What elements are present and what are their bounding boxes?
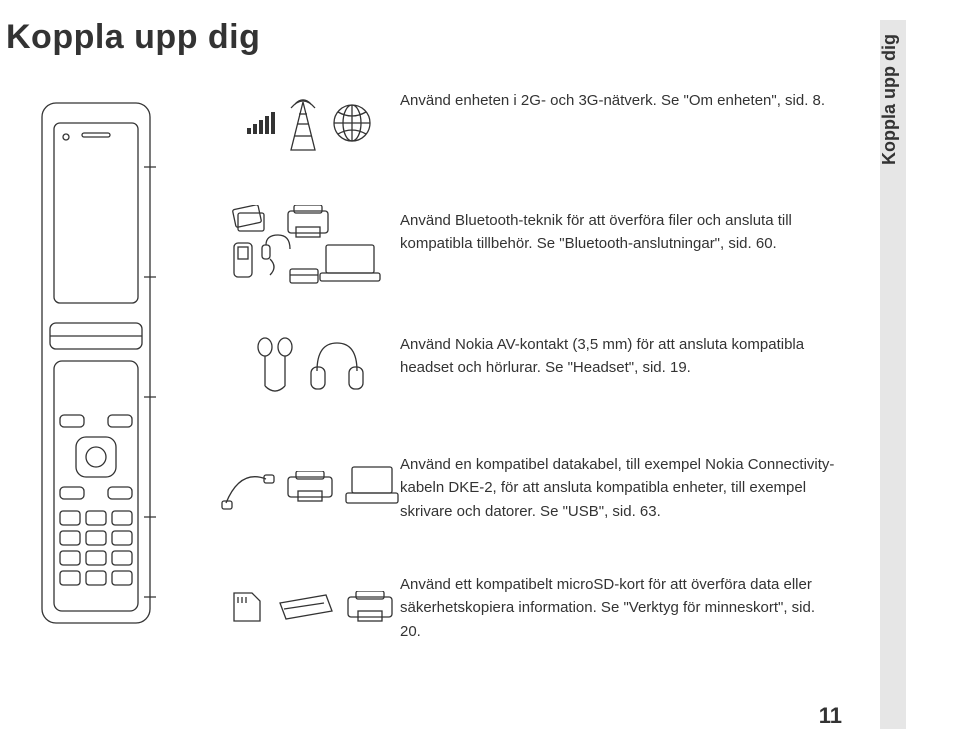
globe-icon xyxy=(331,102,373,144)
usb-icons xyxy=(220,449,400,525)
microsd-desc: Använd ett kompatibelt microSD-kort för … xyxy=(400,569,840,645)
sd-card-icon xyxy=(226,587,266,627)
bluetooth-icons xyxy=(220,205,400,285)
bluetooth-desc: Använd Bluetooth-teknik för att överföra… xyxy=(400,205,840,285)
row-network: Använd enheten i 2G- och 3G-nätverk. Se … xyxy=(220,85,840,161)
description-column: Använd enheten i 2G- och 3G-nätverk. Se … xyxy=(220,85,960,645)
printer-tiny-icon xyxy=(346,591,394,623)
row-microsd: Använd ett kompatibelt microSD-kort för … xyxy=(220,569,840,645)
network-icons xyxy=(220,85,400,161)
usb-desc: Använd en kompatibel datakabel, till exe… xyxy=(400,449,840,525)
bluetooth-devices-icon xyxy=(230,205,390,285)
av-desc: Använd Nokia AV-kontakt (3,5 mm) för att… xyxy=(400,329,840,405)
cell-tower-icon xyxy=(285,94,321,152)
network-desc: Använd enheten i 2G- och 3G-nätverk. Se … xyxy=(400,85,840,161)
headphones-icon xyxy=(307,335,367,399)
cable-icon xyxy=(220,459,276,515)
page-title: Koppla upp dig xyxy=(0,18,960,57)
row-usb: Använd en kompatibel datakabel, till exe… xyxy=(220,449,840,525)
page: Koppla upp dig Koppla upp dig xyxy=(0,0,960,749)
device-illustration-column xyxy=(0,85,220,645)
printer-small-icon xyxy=(286,471,334,503)
earbuds-icon xyxy=(253,335,297,399)
flip-phone-icon xyxy=(36,97,156,637)
row-bluetooth: Använd Bluetooth-teknik för att överföra… xyxy=(220,205,840,285)
row-av: Använd Nokia AV-kontakt (3,5 mm) för att… xyxy=(220,329,840,405)
av-icons xyxy=(220,329,400,405)
signal-bars-icon xyxy=(247,112,275,134)
side-tab-label: Koppla upp dig xyxy=(879,34,900,165)
page-number: 11 xyxy=(819,703,842,729)
card-reader-icon xyxy=(276,589,336,625)
laptop-icon xyxy=(344,465,400,509)
microsd-icons xyxy=(220,569,400,645)
content-area: Använd enheten i 2G- och 3G-nätverk. Se … xyxy=(0,85,960,645)
